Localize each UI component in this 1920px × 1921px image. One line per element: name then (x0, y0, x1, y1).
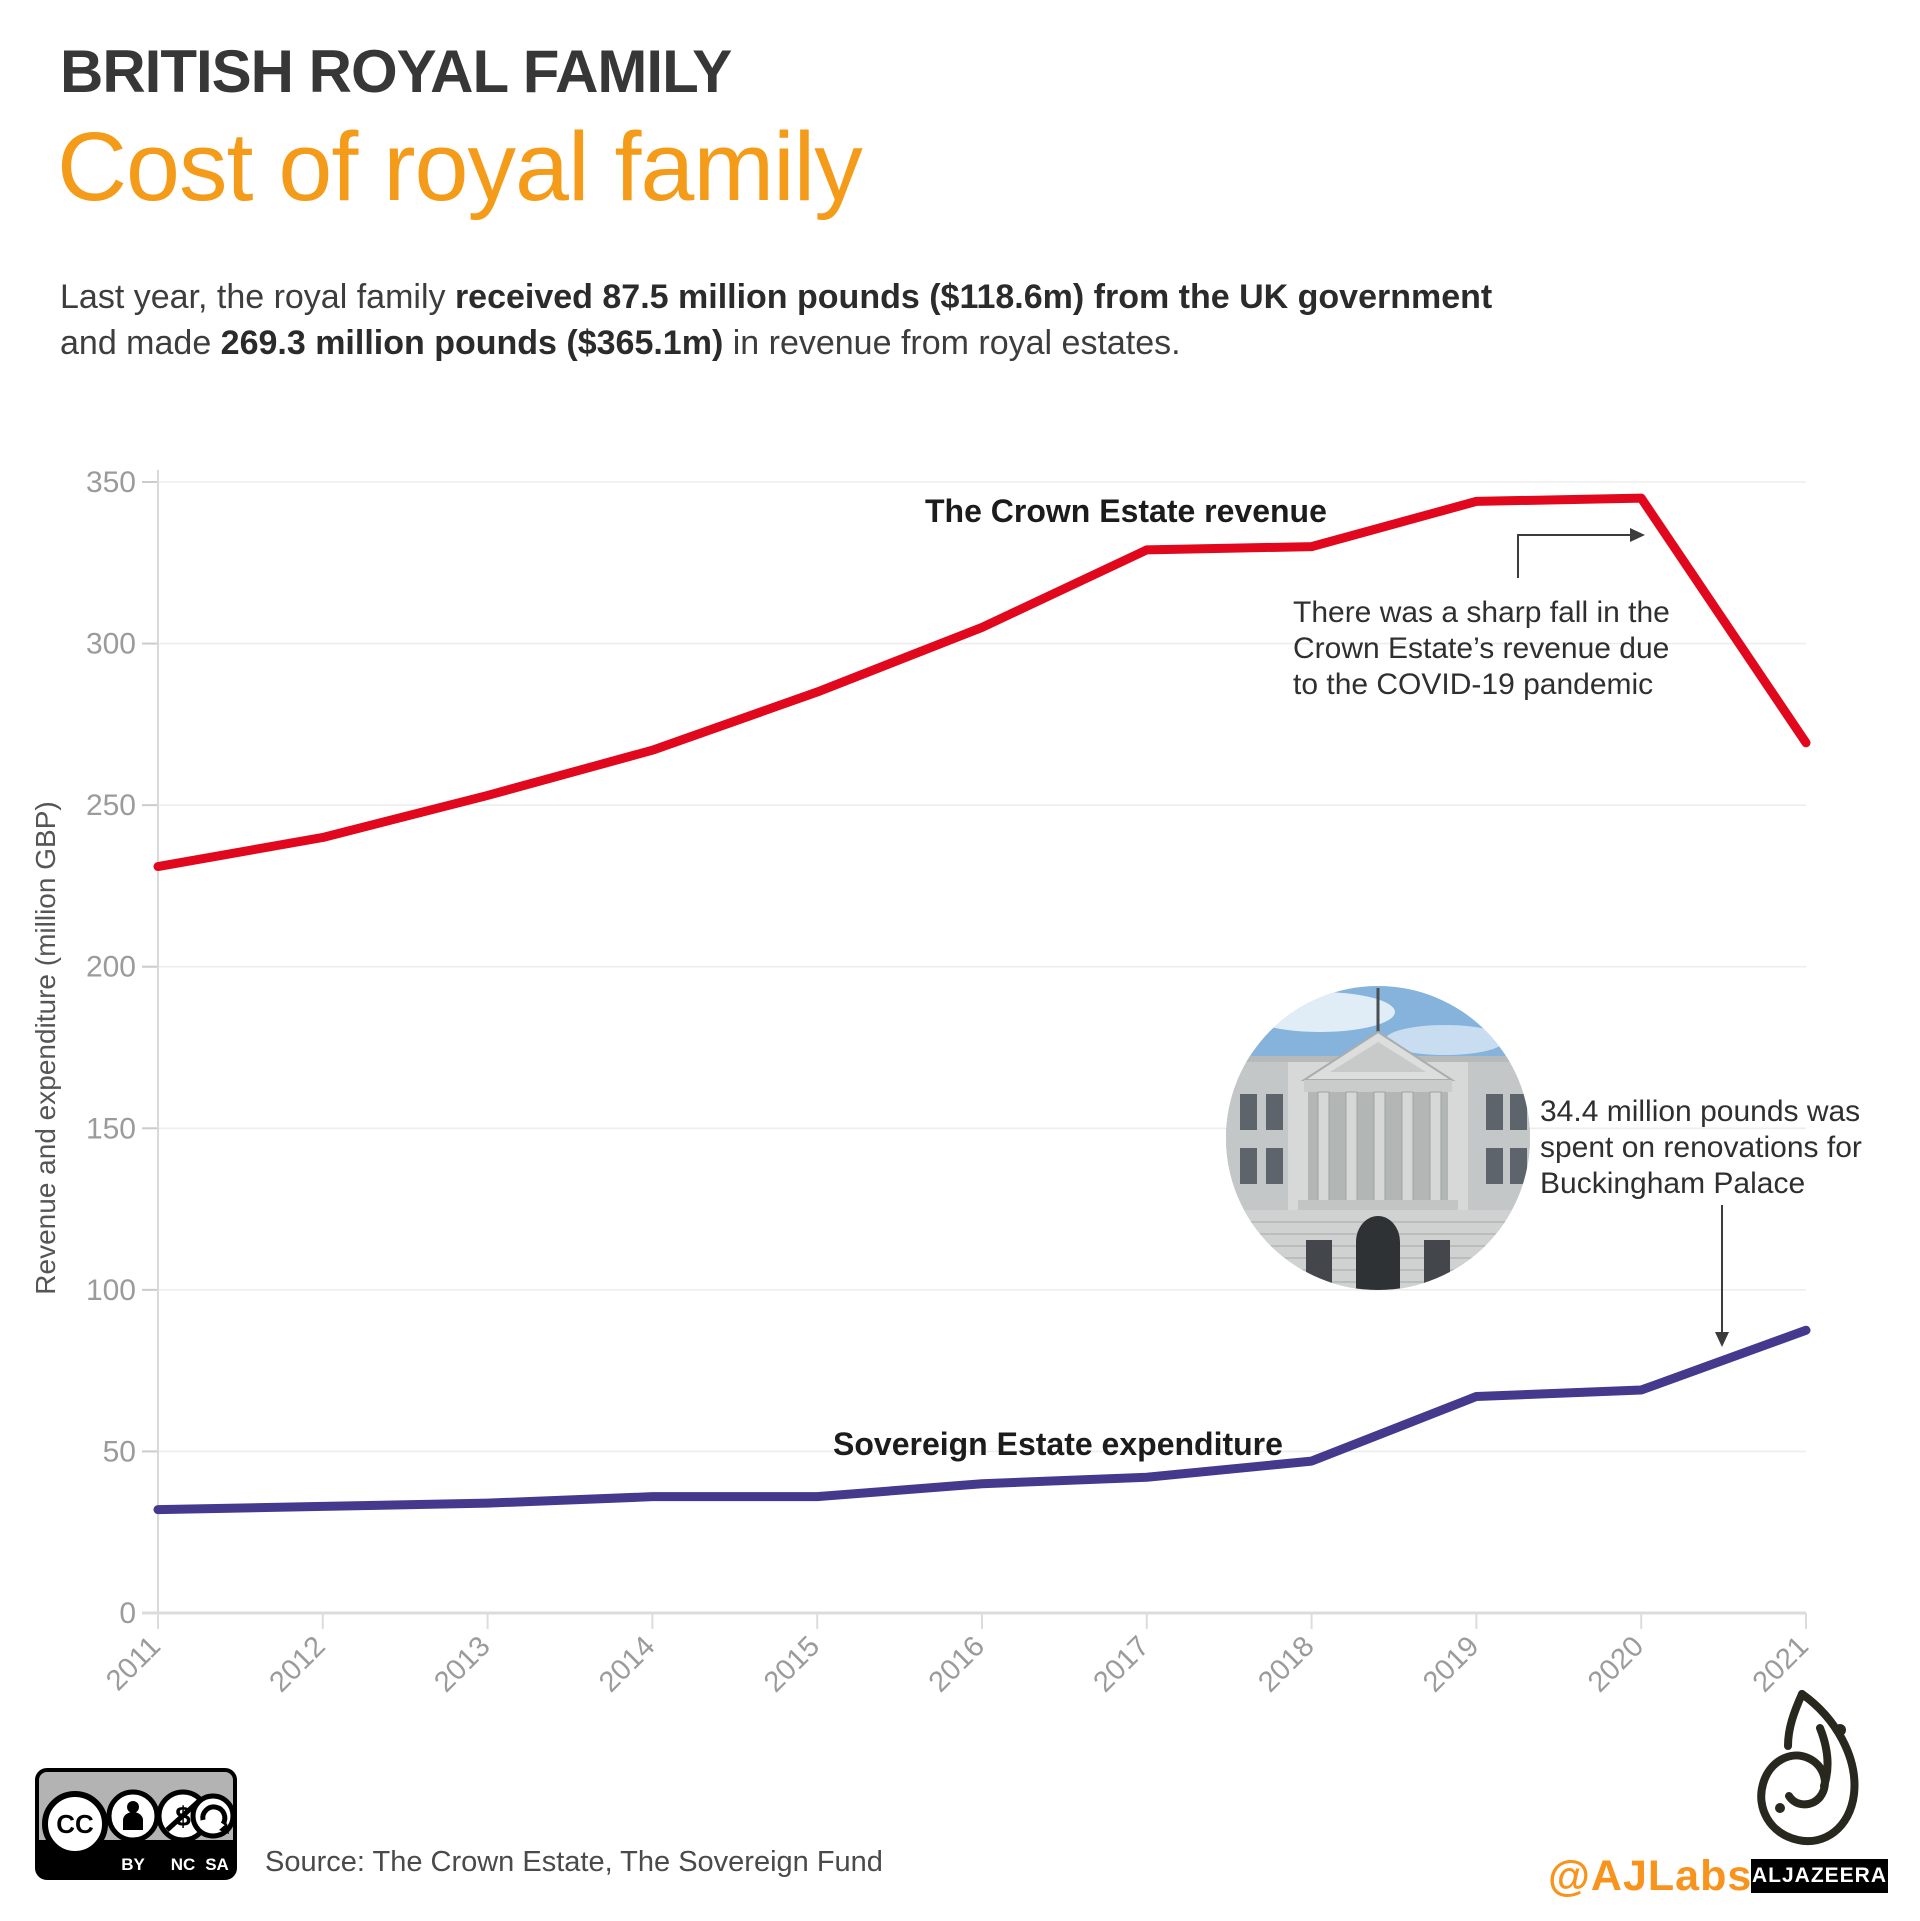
cc-icon: CC (42, 1791, 108, 1857)
sovereign-estate-expenditure-label: Sovereign Estate expenditure (833, 1426, 1283, 1462)
attribution-icon (106, 1789, 160, 1843)
intro-text: and made (60, 324, 221, 363)
palace-annotation-text: Buckingham Palace (1540, 1167, 1805, 1200)
aljazeera-wordmark: ALJAZEERA (1751, 1859, 1888, 1893)
x-tick-label: 2013 (428, 1630, 496, 1698)
cc-license-badge: CC $ BY NC SA (35, 1768, 237, 1880)
y-axis-title: Revenue and expenditure (million GBP) (30, 801, 61, 1294)
share-alike-icon (190, 1793, 236, 1839)
crown-estate-revenue-label: The Crown Estate revenue (925, 493, 1327, 529)
intro-text: Last year, the royal family (60, 278, 455, 316)
ajlabs-handle: @AJLabs (1548, 1852, 1753, 1900)
y-tick-label: 150 (86, 1112, 136, 1145)
x-tick-label: 2012 (264, 1630, 332, 1698)
kicker-title: BRITISH ROYAL FAMILY (60, 38, 732, 105)
intro-paragraph: Last year, the royal family received 87.… (60, 274, 1520, 366)
y-tick-label: 350 (86, 466, 136, 499)
x-tick-label: 2020 (1582, 1630, 1650, 1698)
x-tick-label: 2018 (1252, 1630, 1320, 1698)
covid-annotation-text: There was a sharp fall in the (1293, 596, 1670, 629)
page-title: Cost of royal family (57, 112, 863, 221)
elbow-arrow-head (1630, 528, 1645, 542)
y-tick-label: 200 (86, 951, 136, 984)
y-tick-label: 0 (119, 1597, 136, 1630)
elbow-arrow (1517, 534, 1630, 578)
y-tick-label: 250 (86, 789, 136, 822)
buckingham-palace-photo (1226, 986, 1530, 1290)
intro-text: in revenue from royal estates. (723, 324, 1181, 363)
palace-annotation-text: 34.4 million pounds was (1540, 1095, 1860, 1128)
aljazeera-flame-icon (1757, 1690, 1859, 1846)
y-tick-label: 300 (86, 628, 136, 661)
down-arrow-head (1715, 1332, 1729, 1347)
x-tick-label: 2017 (1088, 1630, 1156, 1698)
x-tick-label: 2011 (100, 1630, 167, 1697)
svg-text:CC: CC (56, 1809, 94, 1839)
crown-estate-revenue-line (153, 493, 1811, 872)
intro-highlight: 269.3 million pounds ($365.1m) (220, 324, 724, 363)
source-text: Source: The Crown Estate, The Sovereign … (265, 1846, 883, 1878)
x-tick-label: 2014 (593, 1630, 661, 1698)
y-tick-label: 100 (86, 1274, 136, 1307)
svg-text:NC: NC (171, 1855, 196, 1874)
covid-annotation-text: to the COVID-19 pandemic (1293, 668, 1653, 701)
chart-main-layer: The Crown Estate revenue Sovereign Estate… (153, 493, 1862, 1515)
y-tick-label: 50 (103, 1435, 136, 1468)
palace-annotation-text: spent on renovations for (1540, 1131, 1862, 1164)
svg-text:BY: BY (121, 1855, 145, 1874)
svg-text:SA: SA (205, 1855, 229, 1874)
x-tick-label: 2016 (923, 1630, 991, 1698)
intro-highlight: received 87.5 million pounds ($118.6m) f… (454, 278, 1493, 316)
x-tick-label: 2015 (758, 1630, 826, 1698)
sovereign-estate-expenditure-line (153, 1325, 1811, 1515)
x-tick-label: 2019 (1417, 1630, 1485, 1698)
covid-annotation-text: Crown Estate’s revenue due (1293, 632, 1669, 665)
